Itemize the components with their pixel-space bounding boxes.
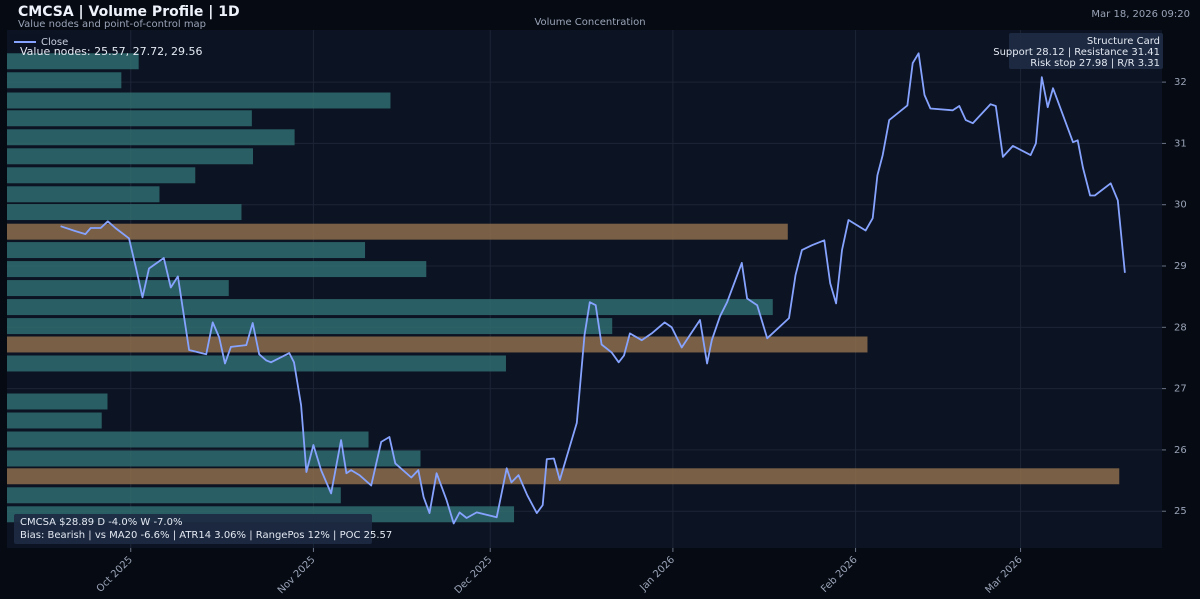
card-line: Risk stop 27.98 | R/R 3.31 [1030,58,1160,69]
chart-title: CMCSA | Volume Profile | 1D [18,4,240,20]
y-tick-label: 26 [1174,445,1187,456]
y-tick-label: 31 [1174,138,1187,149]
profile-bar [7,110,252,127]
profile-bar [7,261,427,278]
profile-bar [7,148,254,165]
profile-bar [7,468,1120,485]
profile-bar [7,223,788,240]
profile-bar [7,92,391,109]
summary-line: Bias: Bearish | vs MA20 -6.6% | ATR14 3.… [20,530,392,541]
legend-label: Close [41,37,68,48]
profile-bar [7,280,229,297]
legend-box [10,34,70,50]
profile-bar [7,129,295,146]
y-tick-label: 28 [1174,322,1187,333]
card-title: Structure Card [1087,36,1160,47]
x-tick-label: Oct 2025 [95,554,135,594]
card-line: Support 28.12 | Resistance 31.41 [993,47,1160,58]
value-nodes: Value nodes: 25.57, 27.72, 29.56 [20,45,203,58]
y-tick-label: 25 [1174,506,1187,517]
x-tick-label: Nov 2025 [276,554,318,596]
profile-bar [7,242,366,259]
profile-bar [7,204,242,221]
profile-bar [7,53,139,70]
series [60,52,1126,525]
y-tick-label: 32 [1174,77,1187,88]
profile-bar [7,318,613,335]
profile-bar [7,186,160,203]
summary-box [14,514,372,544]
profile-bar [7,355,506,372]
profile-bar [7,450,421,467]
profile-bar [7,167,196,184]
structure-card [1009,33,1163,69]
close-line [60,52,1126,525]
profile-bar [7,487,341,504]
x-tick-label: Mar 2026 [983,554,1024,595]
x-tick-label: Dec 2025 [453,554,495,596]
x-tick-label: Feb 2026 [819,554,860,595]
profile-bar [7,393,108,410]
profile-bar [7,412,102,429]
y-tick-label: 29 [1174,261,1187,272]
profile-bar [7,431,369,448]
summary-line: CMCSA $28.89 D -4.0% W -7.0% [20,517,182,528]
profile-bar [7,299,773,316]
profile-label: Volume Concentration [534,17,645,28]
timestamp: Mar 18, 2026 09:20 [1091,9,1190,20]
y-tick-label: 27 [1174,384,1187,395]
x-tick-label: Jan 2026 [638,554,678,594]
profile-bar [7,72,122,89]
chart-subtitle: Value nodes and point-of-control map [18,19,206,30]
y-tick-label: 30 [1174,200,1187,211]
profile-bar [7,336,868,353]
